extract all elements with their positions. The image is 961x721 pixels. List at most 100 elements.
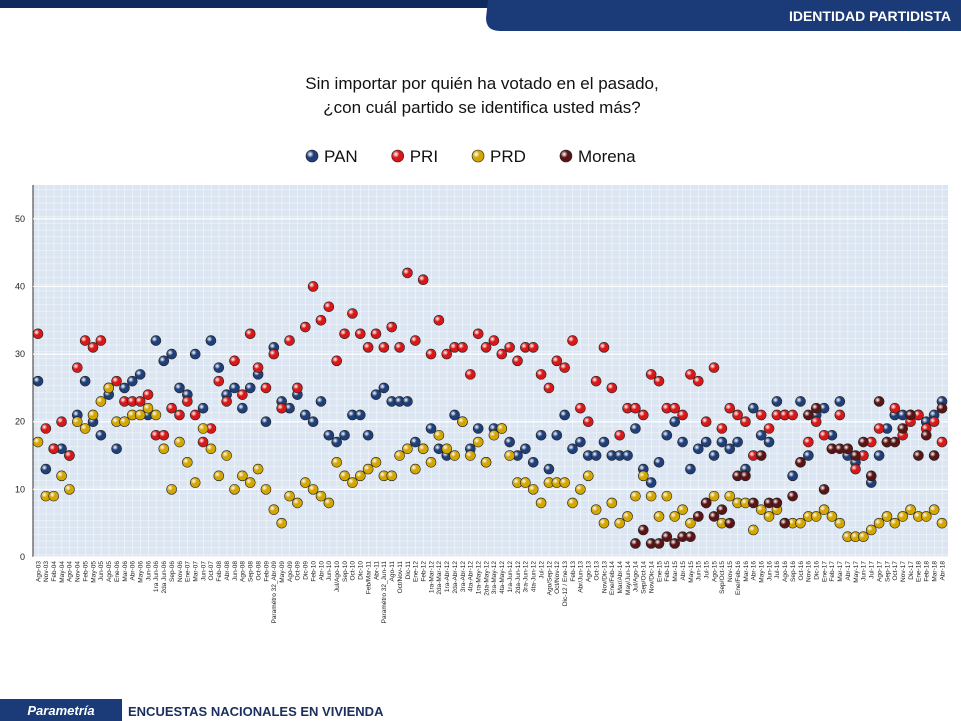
x-tick-label: Nov-06 [177, 561, 184, 582]
x-tick-label: Nov-15 [727, 561, 734, 582]
x-tick-label: Feb-09 [263, 561, 270, 582]
data-point [873, 396, 885, 407]
x-tick-label: Jun-07 [200, 561, 207, 581]
x-tick-label: Ago/Sep-12 [546, 561, 553, 596]
data-point [755, 504, 767, 515]
data-point [229, 355, 240, 367]
x-tick-label: Nov-17 [900, 561, 907, 582]
data-point [677, 504, 688, 515]
legend-marker [305, 149, 319, 163]
data-point [685, 531, 696, 543]
data-point [229, 484, 240, 495]
x-tick-label: 3ra-Jun-12 [523, 561, 530, 593]
data-point [653, 457, 665, 468]
data-point [732, 436, 743, 448]
x-tick-label: Abr-10 [318, 561, 325, 581]
legend: PAN PRI PRD Morena [305, 147, 636, 166]
y-tick-label: 10 [15, 484, 25, 494]
data-point [920, 511, 932, 522]
data-point [795, 457, 806, 468]
data-point [354, 328, 366, 340]
data-point [582, 470, 594, 482]
x-tick-label: Jul-15 [703, 561, 710, 579]
x-tick-label: Sep/Oct-15 [719, 561, 726, 594]
x-tick-label: Sep-17 [884, 561, 891, 582]
x-tick-label: 4ta-Jun-12 [531, 561, 538, 592]
x-tick-label: Feb-18 [924, 561, 931, 582]
x-tick-label: 4ta-Abr-12 [468, 561, 475, 592]
data-point [708, 450, 720, 461]
data-point [543, 463, 555, 475]
data-point [582, 416, 594, 428]
data-point [905, 409, 916, 421]
data-point [661, 531, 673, 543]
data-point [637, 409, 649, 421]
data-point [142, 389, 154, 400]
x-tick-label: Sep-06 [169, 561, 176, 582]
data-point [134, 409, 146, 421]
x-tick-label: Paramétro 32_Jun-11 [381, 561, 388, 624]
data-point [331, 355, 343, 367]
data-point [284, 490, 295, 502]
data-point [685, 369, 696, 380]
data-point [559, 477, 570, 488]
data-point [873, 450, 885, 461]
data-point [339, 429, 350, 441]
data-point [724, 490, 736, 502]
data-point [865, 524, 877, 536]
x-tick-label: Sep-10 [342, 561, 349, 582]
data-point [48, 490, 60, 502]
data-point [347, 308, 358, 319]
data-point [221, 396, 232, 407]
x-tick-label: Ene-15 [656, 561, 663, 582]
data-point [842, 443, 853, 455]
data-point [323, 429, 335, 441]
x-tick-label: Oct-17 [892, 561, 899, 581]
data-point [95, 335, 107, 346]
data-point [708, 362, 720, 373]
data-point [480, 342, 492, 353]
x-tick-label: Ene/Feb-14 [609, 561, 616, 595]
data-point [111, 443, 122, 455]
x-tick-label: Ago-09 [287, 561, 294, 582]
x-tick-label: Jun-16 [766, 561, 773, 581]
data-point [213, 470, 225, 482]
data-point [150, 409, 162, 421]
x-tick-label: 1ra-May-12 [476, 561, 483, 595]
x-tick-label: 1ra-Mar-12 [428, 561, 435, 594]
data-point [32, 436, 44, 448]
x-tick-label: Nov-16 [806, 561, 813, 582]
data-point [95, 396, 107, 407]
data-point [763, 436, 775, 448]
x-tick-label: Ene-12 [413, 561, 420, 582]
data-point [276, 402, 287, 414]
data-point [268, 348, 280, 360]
legend-label: Morena [578, 147, 636, 166]
data-point [417, 274, 429, 285]
data-point [637, 470, 649, 482]
data-point [724, 402, 736, 414]
data-point [237, 402, 248, 414]
data-point [268, 504, 280, 515]
data-point [386, 321, 398, 333]
data-point [889, 517, 901, 529]
data-point [795, 396, 806, 407]
data-point [465, 369, 476, 380]
data-point [331, 457, 343, 468]
data-point [425, 348, 437, 360]
x-tick-label: Ene-17 [821, 561, 828, 582]
data-point [347, 477, 358, 488]
data-point [818, 504, 830, 515]
data-point [826, 511, 838, 522]
data-point [889, 436, 901, 448]
data-point [535, 369, 547, 380]
data-point [79, 335, 91, 346]
data-point [755, 429, 767, 441]
data-point [127, 375, 138, 387]
data-point [394, 342, 405, 353]
data-point [858, 531, 869, 543]
data-point [700, 497, 712, 509]
data-point [370, 457, 382, 468]
y-tick-label: 50 [15, 214, 25, 224]
data-point [370, 328, 382, 340]
